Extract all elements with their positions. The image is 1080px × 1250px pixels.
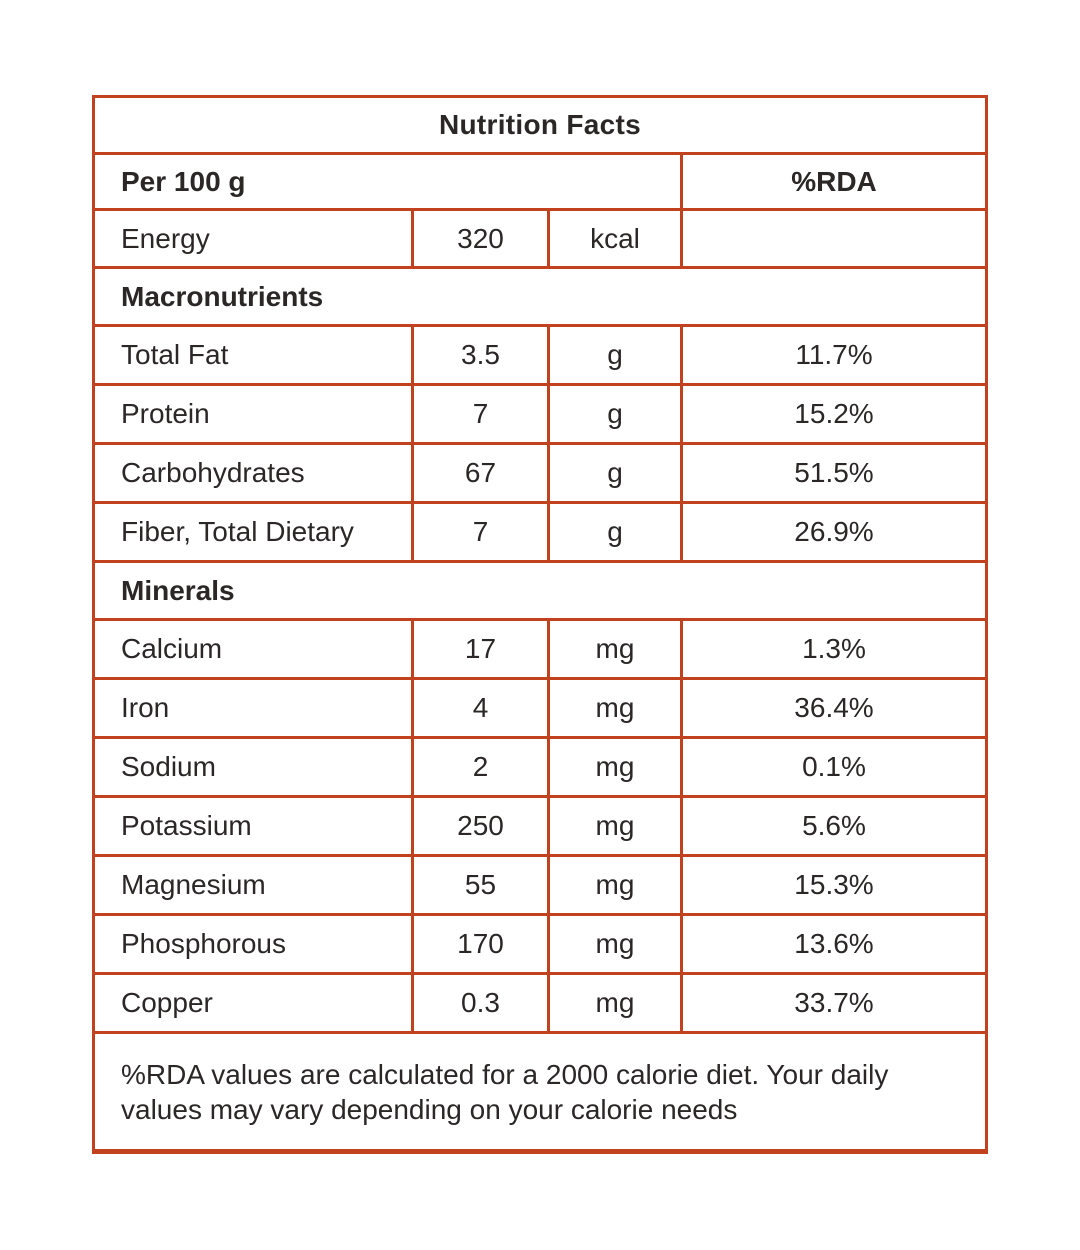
nutrient-rda-cell: 5.6% — [680, 795, 988, 857]
nutrient-row-fiber: Fiber, Total Dietary 7 g 26.9% — [92, 501, 988, 563]
nutrient-name-cell: Magnesium — [92, 854, 414, 916]
nutrient-rda-cell: 33.7% — [680, 972, 988, 1034]
nutrient-value-cell: 2 — [411, 736, 550, 798]
nutrient-name-cell: Total Fat — [92, 324, 414, 386]
nutrient-rda-cell: 36.4% — [680, 677, 988, 739]
nutrient-row-calcium: Calcium 17 mg 1.3% — [92, 618, 988, 680]
section-header-row: Minerals — [92, 560, 988, 621]
nutrition-facts-table: Nutrition Facts Per 100 g %RDA Energy 32… — [92, 95, 988, 1154]
serving-header-row: Per 100 g %RDA — [92, 152, 988, 211]
section-header-macronutrients: Macronutrients — [92, 266, 988, 327]
nutrient-rda-cell: 1.3% — [680, 618, 988, 680]
nutrient-value-cell: 4 — [411, 677, 550, 739]
nutrient-row-phosphorous: Phosphorous 170 mg 13.6% — [92, 913, 988, 975]
nutrient-unit-cell: mg — [547, 913, 683, 975]
nutrient-value-cell: 3.5 — [411, 324, 550, 386]
nutrient-unit-cell: mg — [547, 972, 683, 1034]
nutrient-name-cell: Sodium — [92, 736, 414, 798]
nutrient-row-potassium: Potassium 250 mg 5.6% — [92, 795, 988, 857]
nutrient-value-cell: 170 — [411, 913, 550, 975]
rda-column-header: %RDA — [680, 152, 988, 211]
footnote-row: %RDA values are calculated for a 2000 ca… — [92, 1031, 988, 1153]
nutrient-rda-cell: 13.6% — [680, 913, 988, 975]
nutrient-rda-cell: 15.3% — [680, 854, 988, 916]
nutrient-rda-cell: 51.5% — [680, 442, 988, 504]
rda-footnote: %RDA values are calculated for a 2000 ca… — [92, 1031, 988, 1153]
table-title: Nutrition Facts — [92, 95, 988, 155]
section-header-minerals: Minerals — [92, 560, 988, 621]
nutrient-unit-cell: mg — [547, 736, 683, 798]
nutrient-name-cell: Iron — [92, 677, 414, 739]
nutrient-value-cell: 7 — [411, 383, 550, 445]
energy-row: Energy 320 kcal — [92, 208, 988, 269]
nutrient-row-total-fat: Total Fat 3.5 g 11.7% — [92, 324, 988, 386]
nutrient-row-sodium: Sodium 2 mg 0.1% — [92, 736, 988, 798]
serving-size-header: Per 100 g — [92, 152, 683, 211]
nutrient-name-cell: Copper — [92, 972, 414, 1034]
nutrient-rda-cell — [680, 208, 988, 269]
nutrient-unit-cell: g — [547, 501, 683, 563]
nutrient-unit-cell: g — [547, 383, 683, 445]
nutrient-row-magnesium: Magnesium 55 mg 15.3% — [92, 854, 988, 916]
nutrient-rda-cell: 11.7% — [680, 324, 988, 386]
nutrient-rda-cell: 0.1% — [680, 736, 988, 798]
nutrient-value-cell: 0.3 — [411, 972, 550, 1034]
nutrient-value-cell: 320 — [411, 208, 550, 269]
nutrient-unit-cell: mg — [547, 854, 683, 916]
nutrient-unit-cell: g — [547, 324, 683, 386]
nutrient-row-copper: Copper 0.3 mg 33.7% — [92, 972, 988, 1034]
nutrient-rda-cell: 15.2% — [680, 383, 988, 445]
nutrient-unit-cell: g — [547, 442, 683, 504]
nutrient-value-cell: 7 — [411, 501, 550, 563]
nutrient-name-cell: Potassium — [92, 795, 414, 857]
nutrient-unit-cell: mg — [547, 677, 683, 739]
nutrient-name-cell: Fiber, Total Dietary — [92, 501, 414, 563]
title-row: Nutrition Facts — [92, 95, 988, 155]
nutrient-row-protein: Protein 7 g 15.2% — [92, 383, 988, 445]
nutrient-name-cell: Energy — [92, 208, 414, 269]
nutrient-value-cell: 55 — [411, 854, 550, 916]
nutrient-rda-cell: 26.9% — [680, 501, 988, 563]
nutrient-name-cell: Protein — [92, 383, 414, 445]
nutrient-row-iron: Iron 4 mg 36.4% — [92, 677, 988, 739]
section-header-row: Macronutrients — [92, 266, 988, 327]
nutrient-unit-cell: mg — [547, 795, 683, 857]
nutrient-value-cell: 67 — [411, 442, 550, 504]
nutrient-value-cell: 250 — [411, 795, 550, 857]
nutrient-row-carbohydrates: Carbohydrates 67 g 51.5% — [92, 442, 988, 504]
nutrient-name-cell: Phosphorous — [92, 913, 414, 975]
nutrient-unit-cell: mg — [547, 618, 683, 680]
nutrient-unit-cell: kcal — [547, 208, 683, 269]
nutrient-name-cell: Carbohydrates — [92, 442, 414, 504]
nutrient-value-cell: 17 — [411, 618, 550, 680]
nutrient-name-cell: Calcium — [92, 618, 414, 680]
